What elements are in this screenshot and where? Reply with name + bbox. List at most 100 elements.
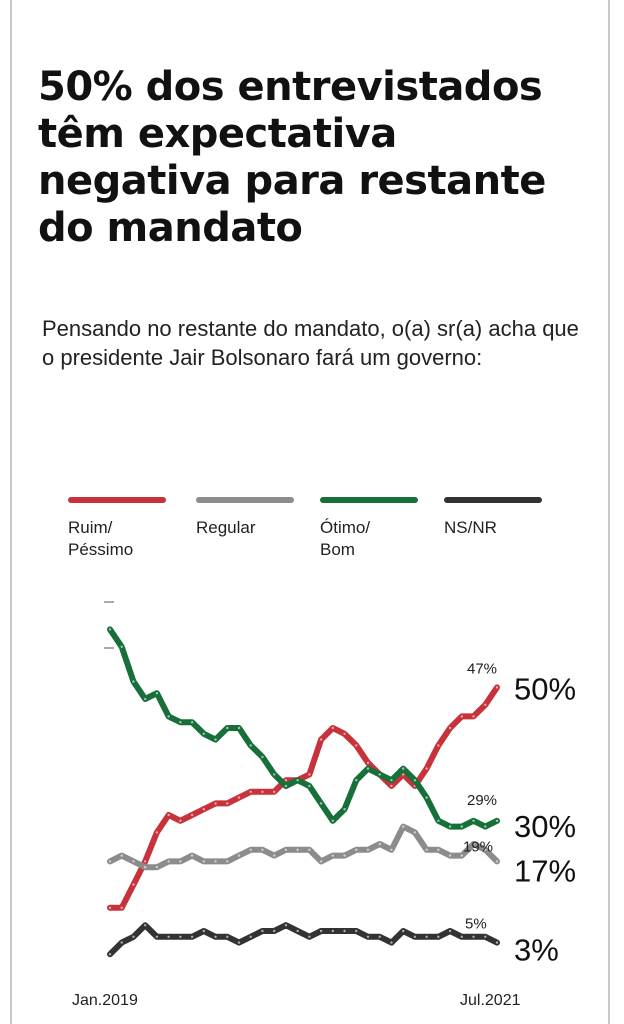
data-point	[108, 953, 112, 956]
data-point	[179, 721, 182, 724]
data-point	[249, 744, 252, 747]
data-point	[143, 860, 147, 863]
data-point	[495, 941, 499, 944]
data-point	[308, 848, 311, 851]
data-point	[390, 779, 393, 782]
x-axis-end-label: Jul.2021	[460, 992, 521, 1009]
data-point	[437, 848, 440, 851]
data-point	[296, 779, 299, 782]
series-line-ruim-pessimo	[107, 684, 500, 911]
data-point	[484, 848, 487, 851]
data-point	[237, 726, 241, 730]
x-axis-start-label: Jan.2019	[72, 992, 138, 1009]
data-point	[319, 860, 323, 863]
data-point	[167, 715, 170, 718]
data-point	[437, 935, 440, 938]
data-point	[108, 906, 112, 909]
data-point	[261, 755, 264, 759]
data-point	[226, 935, 229, 938]
line-chart: 47% 50% 19% 17% 29% 30% 5% 3%	[104, 601, 576, 968]
data-point	[448, 825, 452, 828]
data-point	[132, 680, 135, 683]
data-point	[179, 819, 182, 822]
data-point	[272, 854, 276, 857]
data-point	[484, 935, 487, 938]
data-point	[202, 808, 206, 811]
data-point	[343, 929, 346, 933]
data-point	[226, 726, 229, 730]
series-layer	[107, 626, 500, 958]
data-point	[237, 796, 241, 799]
data-point	[401, 773, 405, 776]
final-value-label-otimo-bom: 30%	[514, 809, 576, 844]
data-label-last-regular: 19%	[463, 838, 493, 855]
data-point	[179, 860, 182, 863]
data-point	[331, 929, 335, 933]
data-point	[472, 819, 475, 822]
data-point	[472, 715, 475, 718]
data-point	[190, 935, 194, 938]
legend-item-regular: Regular	[196, 497, 306, 539]
data-point	[179, 935, 182, 938]
data-point	[355, 929, 358, 933]
data-point	[249, 790, 252, 793]
data-label-last-ns-nr: 5%	[465, 916, 487, 933]
data-point	[319, 738, 323, 741]
data-point	[190, 854, 194, 857]
data-point	[120, 906, 123, 909]
data-point	[390, 784, 393, 788]
final-value-label-ns-nr: 3%	[514, 933, 559, 968]
legend-label: Regular	[196, 518, 256, 537]
data-point	[425, 767, 428, 770]
series-line-otimo-bom	[107, 626, 500, 830]
legend-swatch	[320, 497, 418, 503]
data-point	[366, 767, 370, 770]
legend-item-otimo-bom: Ótimo/ Bom	[320, 497, 430, 561]
data-point	[343, 854, 346, 857]
data-point	[472, 842, 475, 846]
legend-label: Ruim/ Péssimo	[68, 518, 134, 559]
data-point	[226, 860, 229, 863]
data-point	[214, 802, 217, 805]
data-point	[413, 831, 417, 834]
legend-label: Ótimo/ Bom	[320, 518, 371, 559]
data-point	[284, 924, 288, 927]
data-point	[401, 825, 405, 828]
final-value-label-regular: 17%	[514, 853, 576, 888]
data-point	[132, 883, 135, 886]
legend-item-ns-nr: NS/NR	[444, 497, 554, 539]
data-point	[108, 860, 112, 863]
data-point	[366, 761, 370, 764]
data-point	[108, 628, 112, 631]
data-point	[202, 929, 206, 933]
data-point	[390, 848, 393, 851]
label-layer: 47% 50% 19% 17% 29% 30% 5% 3%	[463, 660, 576, 967]
data-point	[495, 860, 499, 863]
data-point	[202, 860, 206, 863]
data-point	[378, 935, 381, 938]
data-point	[425, 796, 428, 799]
data-point	[155, 866, 159, 869]
legend-item-ruim-pessimo: Ruim/ Péssimo	[68, 497, 178, 561]
data-point	[495, 819, 499, 822]
data-point	[272, 773, 276, 776]
data-point	[331, 819, 335, 822]
data-label-last-ruim-pessimo: 47%	[467, 660, 497, 677]
data-point	[284, 784, 288, 788]
data-point	[472, 935, 475, 938]
data-point	[308, 784, 311, 788]
data-point	[413, 935, 417, 938]
chart-question: Pensando no restante do mandato, o(a) sr…	[42, 316, 579, 370]
data-point	[378, 773, 381, 776]
page-title: 50% dos entrevistados têm expectativa ne…	[38, 64, 546, 251]
data-point	[132, 935, 135, 938]
data-label-last-otimo-bom: 29%	[467, 792, 497, 809]
data-point	[226, 802, 229, 805]
data-point	[143, 866, 147, 869]
series-line-ns-nr	[107, 922, 500, 958]
legend-label: NS/NR	[444, 518, 497, 537]
data-point	[319, 802, 323, 805]
data-point	[284, 848, 288, 851]
data-point	[413, 779, 417, 782]
data-point	[296, 929, 299, 933]
